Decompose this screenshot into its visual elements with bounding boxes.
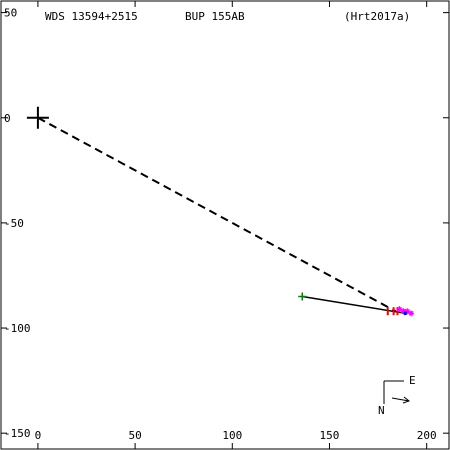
y-tick-label: 50 [4, 7, 17, 20]
chart-marks [26, 106, 415, 317]
y-tick-label: 0 [4, 112, 11, 125]
pair-name: BUP 155AB [185, 10, 245, 23]
direction-arrow-shaft [391, 397, 410, 402]
direction-arrow-head [402, 396, 411, 404]
compass-north-label: N [378, 404, 385, 417]
x-tick-label: 200 [417, 429, 437, 442]
reference-code: (Hrt2017a) [344, 10, 410, 23]
compass-rose: E N [378, 374, 416, 417]
data-point-magenta [408, 310, 415, 317]
x-tick-label: 100 [222, 429, 242, 442]
reference-line [37, 116, 397, 313]
wds-id: WDS 13594+2515 [45, 10, 138, 23]
data-point-magenta [400, 308, 407, 315]
data-point-blue [403, 311, 408, 316]
y-tick-label: -150 [4, 427, 31, 440]
data-point-early [298, 292, 307, 301]
data-point-magenta [396, 306, 403, 313]
data-point-magenta [404, 308, 411, 315]
x-tick-label: 50 [128, 429, 141, 442]
x-tick-label: 150 [320, 429, 340, 442]
y-tick-label: -100 [4, 322, 31, 335]
compass-east-label: E [409, 374, 416, 387]
x-tick-label: 0 [35, 429, 42, 442]
y-tick-label: -50 [4, 217, 24, 230]
